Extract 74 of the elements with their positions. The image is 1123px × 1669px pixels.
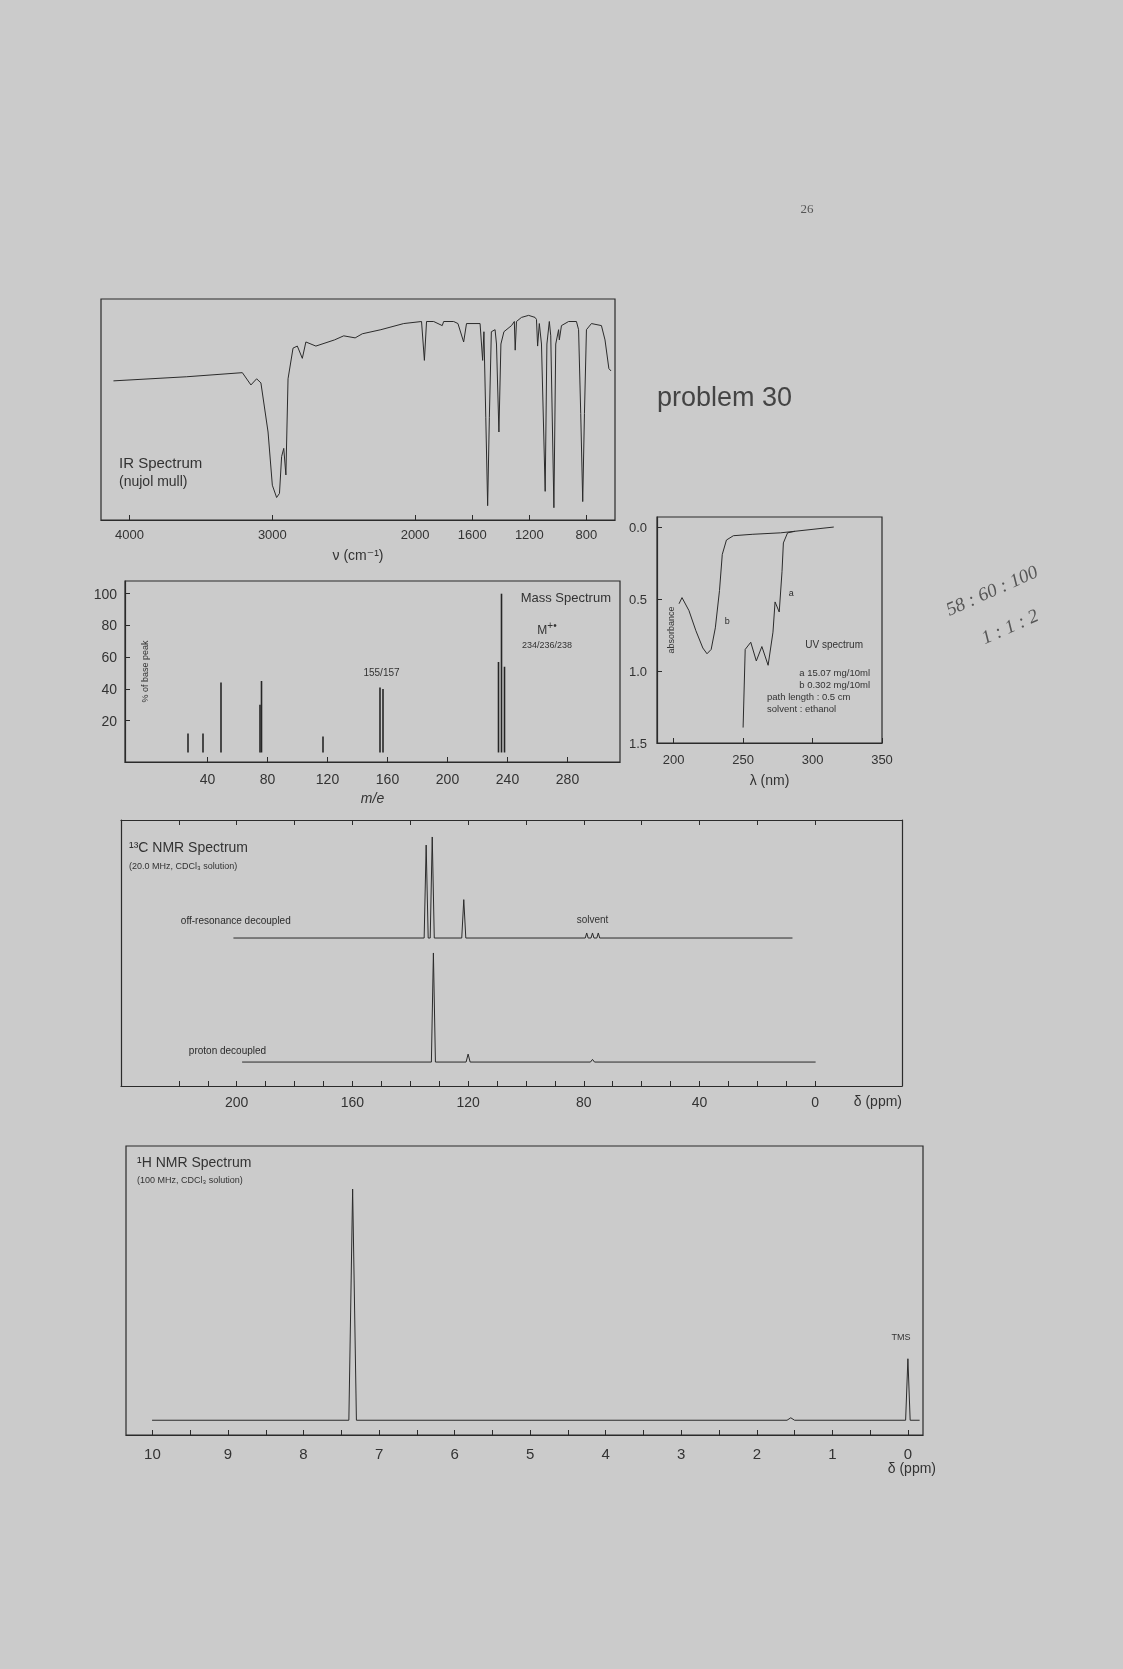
x-tick-label: 6 <box>450 1445 459 1462</box>
x-tick-label: 40 <box>199 771 216 787</box>
y-axis-title: absorbance <box>665 606 676 654</box>
x-tick-label: 80 <box>259 771 276 787</box>
text: IR Spectrum <box>119 454 203 471</box>
text: (20.0 MHz, CDCl₃ solution) <box>129 860 238 871</box>
y-tick-label: 100 <box>93 585 118 602</box>
y-axis-title: % of base peak <box>139 639 150 703</box>
annotation: path length : 0.5 cm <box>767 690 851 703</box>
x-tick-label: 1200 <box>514 527 544 542</box>
x-tick-label: 1600 <box>457 527 487 542</box>
x-tick-label: 120 <box>456 1094 480 1110</box>
x-tick-label: 9 <box>223 1445 233 1462</box>
x-axis-title: δ (ppm) <box>887 1460 936 1476</box>
x-axis-title: λ (nm) <box>749 772 790 788</box>
x-tick-label: 4000 <box>115 527 145 542</box>
text: 1 : 1 : 2 <box>977 604 1042 649</box>
annotation: 155/157 <box>363 666 400 678</box>
x-tick-label: 300 <box>801 752 824 767</box>
annotation: b 0.302 mg/10ml <box>799 678 870 691</box>
y-tick-label: 20 <box>101 712 118 729</box>
text: 26 <box>800 200 814 217</box>
text: UV spectrum <box>805 638 863 650</box>
x-axis-title: ν (cm⁻¹) <box>332 547 384 563</box>
x-tick-label: 8 <box>299 1445 308 1462</box>
y-tick-label: 0.0 <box>628 519 647 535</box>
y-tick-label: 80 <box>101 617 118 634</box>
x-tick-label: 3000 <box>257 527 287 542</box>
x-tick-label: 160 <box>375 771 400 787</box>
series-label: b <box>724 615 730 627</box>
x-tick-label: 350 <box>871 752 893 767</box>
annotation: solvent <box>576 913 609 925</box>
series-label: off-resonance decoupled <box>180 914 291 926</box>
series-label: a <box>788 588 794 599</box>
y-tick-label: 1.0 <box>628 663 647 679</box>
text: problem 30 <box>657 382 793 413</box>
x-tick-label: 0 <box>811 1094 820 1110</box>
x-tick-label: 2 <box>752 1445 761 1462</box>
y-tick-label: 40 <box>101 680 118 697</box>
annotation: 234/236/238 <box>521 640 573 651</box>
x-tick-label: 2000 <box>400 527 430 542</box>
series-label: proton decoupled <box>188 1044 267 1056</box>
x-tick-label: 4 <box>601 1445 610 1462</box>
x-tick-label: 160 <box>340 1094 365 1110</box>
x-tick-label: 3 <box>677 1445 686 1462</box>
annotation: solvent : ethanol <box>767 702 837 715</box>
x-tick-label: 280 <box>555 771 580 787</box>
x-tick-label: 200 <box>225 1094 249 1110</box>
x-tick-label: 80 <box>576 1094 592 1110</box>
x-tick-label: 5 <box>525 1445 535 1462</box>
x-axis-title: δ (ppm) <box>853 1093 902 1109</box>
text: Mass Spectrum <box>520 590 612 605</box>
x-tick-label: 200 <box>662 752 685 767</box>
annotation: M$^{+•}$ <box>537 620 557 638</box>
annotation: a 15.07 mg/10ml <box>799 666 870 679</box>
annotation: TMS <box>891 1331 911 1343</box>
x-tick-label: 10 <box>144 1445 161 1462</box>
x-tick-label: 200 <box>435 771 460 787</box>
y-tick-label: 1.5 <box>628 735 647 751</box>
x-tick-label: 120 <box>315 771 340 787</box>
chart-title: ¹H NMR Spectrum <box>137 1154 252 1170</box>
x-tick-label: 240 <box>495 771 520 787</box>
x-tick-label: 250 <box>732 752 754 767</box>
chart-title: ¹³C NMR Spectrum <box>129 839 249 855</box>
x-tick-label: 40 <box>691 1094 708 1110</box>
x-tick-label: 1 <box>828 1445 837 1462</box>
x-tick-label: 800 <box>575 527 598 542</box>
x-tick-label: 7 <box>374 1445 384 1462</box>
text: (nujol mull) <box>119 473 188 489</box>
chart-subtitle: (100 MHz, CDCl₃ solution) <box>137 1174 243 1185</box>
y-tick-label: 60 <box>101 649 118 666</box>
x-axis-title: m/e <box>360 790 385 806</box>
y-tick-label: 0.5 <box>628 591 647 607</box>
x-tick-label: 0 <box>903 1445 913 1462</box>
